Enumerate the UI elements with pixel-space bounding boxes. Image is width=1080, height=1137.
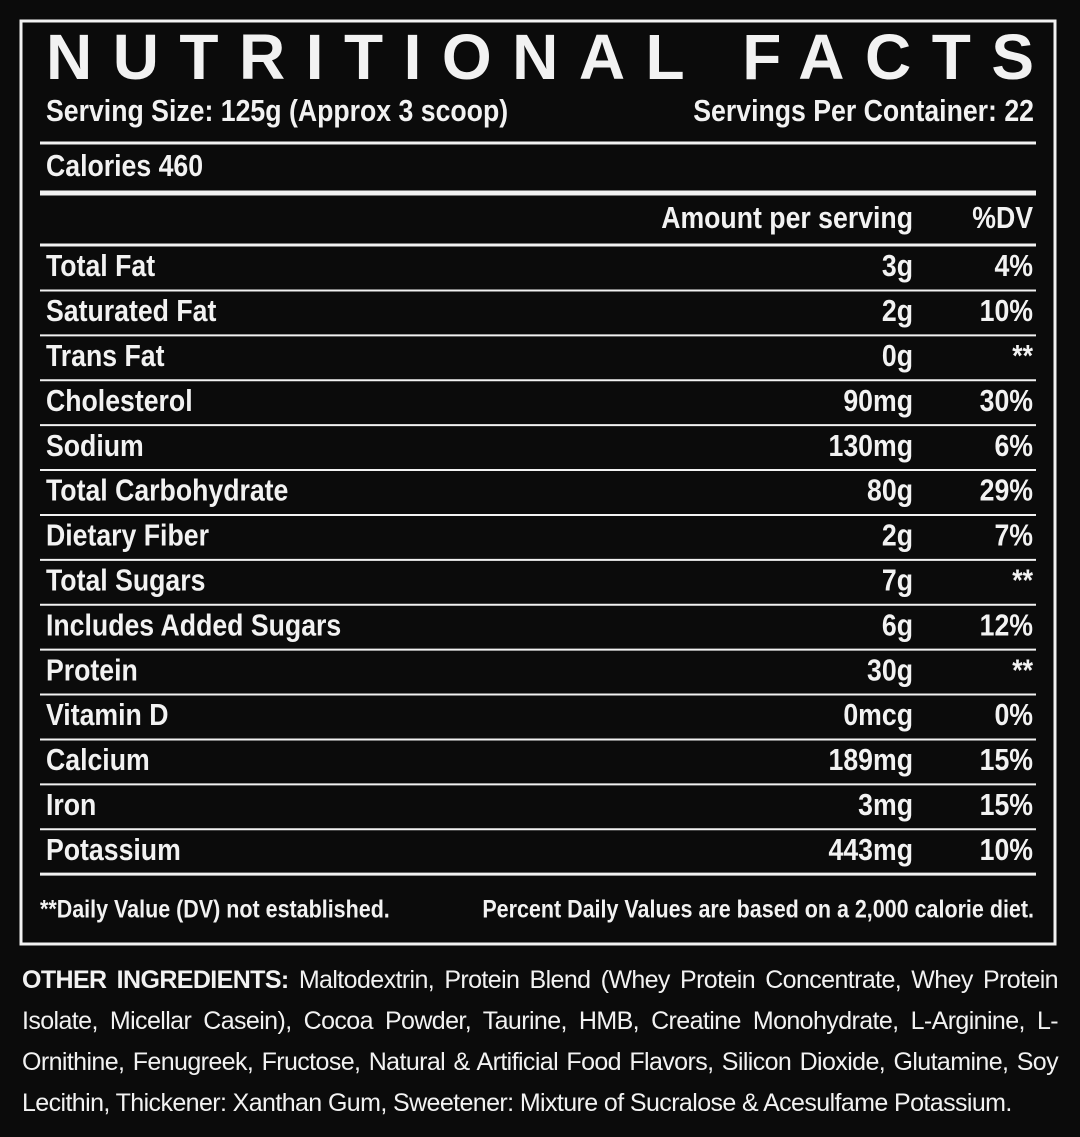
nutrient-name: Potassium [46, 833, 181, 867]
nutrition-facts-panel: NUTRITIONAL FACTS Serving Size: 125g (Ap… [19, 19, 1057, 946]
nutrient-name: Total Carbohydrate [46, 474, 288, 508]
nutrient-dv: 10% [980, 833, 1033, 867]
nutrient-amount: 30g [867, 653, 913, 687]
ingredients-label: OTHER INGREDIENTS: [22, 966, 289, 994]
nutrient-dv: 12% [980, 609, 1033, 643]
nutrient-dv: 10% [980, 294, 1033, 328]
label-body: Serving Size: 125g (Approx 3 scoop) Servi… [40, 94, 1034, 923]
nutrient-amount: 2g [882, 519, 913, 553]
nutrient-amount: 0mcg [843, 698, 913, 732]
nutrient-amount: 6g [882, 609, 913, 643]
footnote: Percent Daily Values are based on a 2,00… [482, 895, 1034, 923]
nutrient-dv: 6% [994, 429, 1033, 463]
nutrient-name: Total Fat [46, 249, 155, 283]
calories: Calories 460 [46, 149, 203, 183]
nutrient-dv: ** [1012, 653, 1033, 687]
nutrient-name: Calcium [46, 743, 150, 777]
column-header: Amount per serving [661, 201, 913, 235]
nutrient-amount: 189mg [829, 743, 913, 777]
nutrient-amount: 0g [882, 339, 913, 373]
nutrient-dv: 4% [994, 249, 1033, 283]
serving-size: Serving Size: 125g (Approx 3 scoop) [46, 94, 508, 128]
nutrient-name: Vitamin D [46, 698, 168, 732]
column-header: %DV [972, 201, 1033, 235]
nutrient-amount: 80g [867, 474, 913, 508]
nutrient-amount: 3g [882, 249, 913, 283]
nutrient-amount: 130mg [829, 429, 913, 463]
nutrient-dv: 7% [994, 519, 1033, 553]
nutrient-amount: 443mg [829, 833, 913, 867]
servings-per-container: Servings Per Container: 22 [693, 94, 1034, 128]
nutrient-name: Dietary Fiber [46, 519, 209, 553]
nutrient-amount: 7g [882, 564, 913, 598]
nutrient-dv: 0% [994, 698, 1033, 732]
ingredients-text: Maltodextrin, Protein Blend (Whey Protei… [22, 966, 1059, 1117]
nutrient-amount: 90mg [843, 384, 913, 418]
nutrient-name: Includes Added Sugars [46, 609, 341, 643]
nutrient-name: Iron [46, 788, 96, 822]
footnote: **Daily Value (DV) not established. [40, 895, 390, 923]
nutrient-amount: 3mg [858, 788, 913, 822]
ingredients: OTHER INGREDIENTS: Maltodextrin, Protein… [22, 960, 1059, 1124]
nutrient-name: Cholesterol [46, 384, 193, 418]
nutrient-dv: ** [1012, 339, 1033, 373]
nutrient-name: Sodium [46, 429, 144, 463]
nutrient-name: Saturated Fat [46, 294, 217, 328]
nutrient-name: Protein [46, 653, 138, 687]
nutrient-dv: ** [1012, 564, 1033, 598]
nutrient-dv: 29% [980, 474, 1033, 508]
title: NUTRITIONAL FACTS [46, 21, 1034, 93]
nutrient-dv: 15% [980, 743, 1033, 777]
nutrient-amount: 2g [882, 294, 913, 328]
nutrient-dv: 30% [980, 384, 1033, 418]
panel-border [19, 19, 1057, 946]
nutrient-dv: 15% [980, 788, 1033, 822]
nutrient-name: Total Sugars [46, 564, 205, 598]
nutrient-name: Trans Fat [46, 339, 165, 373]
